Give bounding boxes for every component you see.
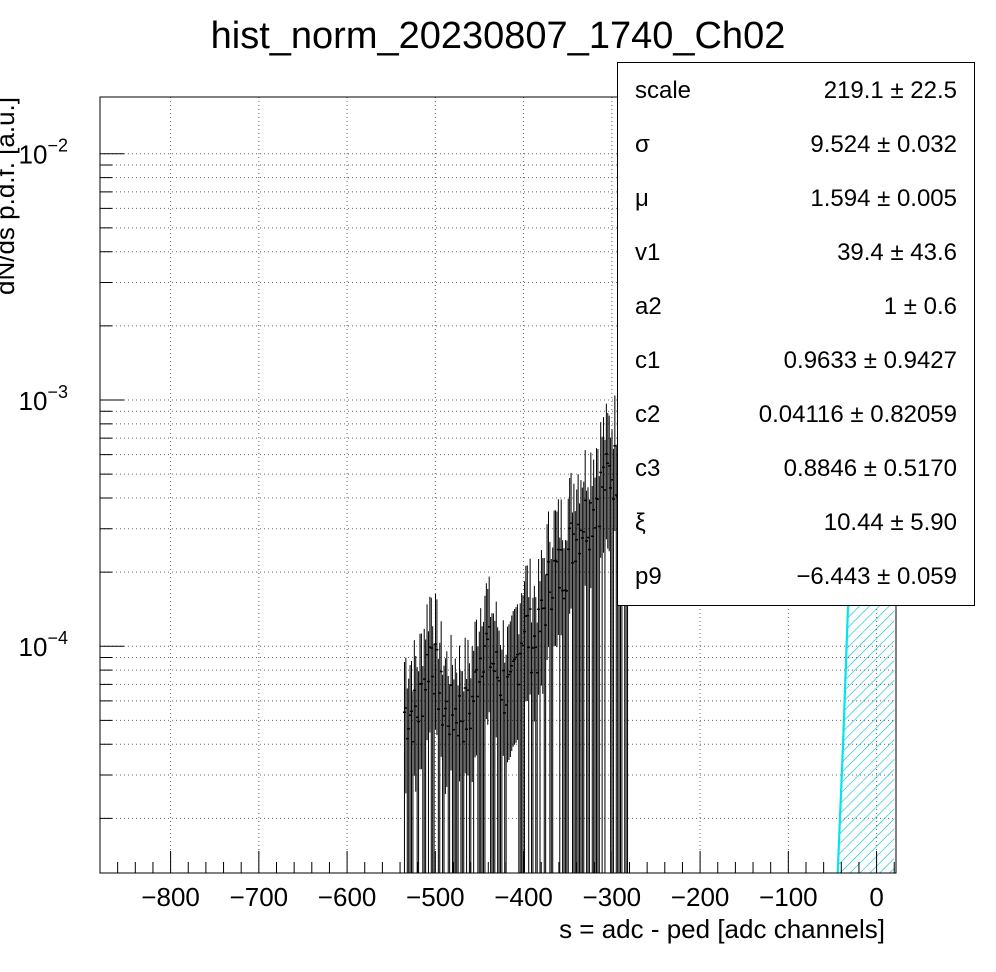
y-tick-base: 10 — [19, 632, 48, 662]
x-tick-label: −300 — [583, 882, 642, 912]
fit-stats-box: scale 219.1 ± 22.5 σ 9.524 ± 0.032 μ 1.5… — [617, 62, 975, 606]
param-value: 1 ± 0.6 — [883, 293, 957, 320]
param-value: 9.524 ± 0.032 — [810, 131, 957, 158]
axis-ticks — [100, 153, 895, 873]
y-tick-base: 10 — [19, 140, 48, 170]
stats-row: v1 39.4 ± 43.6 — [618, 225, 974, 279]
y-tick-base: 10 — [19, 386, 48, 416]
param-value: 0.9633 ± 0.9427 — [783, 347, 957, 374]
param-name: a2 — [635, 293, 662, 320]
param-value: 10.44 ± 5.90 — [823, 509, 957, 536]
y-tick-labels: 10−210−310−4 — [19, 136, 68, 663]
y-tick-exponent: −3 — [47, 382, 68, 402]
x-tick-label: −800 — [141, 882, 200, 912]
histogram-bars — [402, 392, 631, 873]
param-value: 0.04116 ± 0.82059 — [758, 401, 957, 428]
stats-row: scale 219.1 ± 22.5 — [618, 63, 974, 117]
x-tick-label: 0 — [869, 882, 883, 912]
stats-row: c1 0.9633 ± 0.9427 — [618, 333, 974, 387]
stats-row: c2 0.04116 ± 0.82059 — [618, 387, 974, 441]
param-name: σ — [635, 131, 650, 158]
param-name: ξ — [635, 509, 646, 536]
param-value: 219.1 ± 22.5 — [823, 77, 957, 104]
param-value: −6.443 ± 0.059 — [796, 563, 957, 590]
param-value: 0.8846 ± 0.5170 — [783, 455, 957, 482]
x-tick-label: −600 — [318, 882, 377, 912]
y-tick-exponent: −4 — [47, 628, 68, 648]
y-tick-label: 10−3 — [19, 382, 68, 416]
y-tick-label: 10−4 — [19, 628, 68, 662]
param-name: v1 — [635, 239, 661, 266]
stats-row: μ 1.594 ± 0.005 — [618, 171, 974, 225]
param-name: c2 — [635, 401, 661, 428]
param-value: 39.4 ± 43.6 — [837, 239, 957, 266]
x-tick-label: −100 — [759, 882, 818, 912]
y-tick-label: 10−2 — [19, 136, 68, 170]
x-tick-labels: −800 −700 −600 −500 −400 −300 −200 −100 0 — [141, 882, 884, 912]
x-tick-label: −500 — [406, 882, 465, 912]
y-tick-exponent: −2 — [47, 136, 68, 156]
stats-row: ξ 10.44 ± 5.90 — [618, 495, 974, 549]
param-name: c3 — [635, 455, 661, 482]
param-name: p9 — [635, 563, 662, 590]
x-tick-label: −700 — [230, 882, 289, 912]
stats-row: c3 0.8846 ± 0.5170 — [618, 441, 974, 495]
stats-row: a2 1 ± 0.6 — [618, 279, 974, 333]
y-axis-label: dN/ds p.d.f. [a.u.] — [0, 97, 20, 295]
x-tick-label: −200 — [671, 882, 730, 912]
x-tick-label: −400 — [494, 882, 553, 912]
param-name: c1 — [635, 347, 661, 374]
stats-row: p9 −6.443 ± 0.059 — [618, 549, 974, 603]
param-name: μ — [635, 185, 649, 212]
x-axis-label: s = adc - ped [adc channels] — [559, 914, 885, 944]
stats-row: σ 9.524 ± 0.032 — [618, 117, 974, 171]
param-name: scale — [635, 77, 692, 104]
param-value: 1.594 ± 0.005 — [810, 185, 957, 212]
chart-title: hist_norm_20230807_1740_Ch02 — [211, 15, 786, 57]
